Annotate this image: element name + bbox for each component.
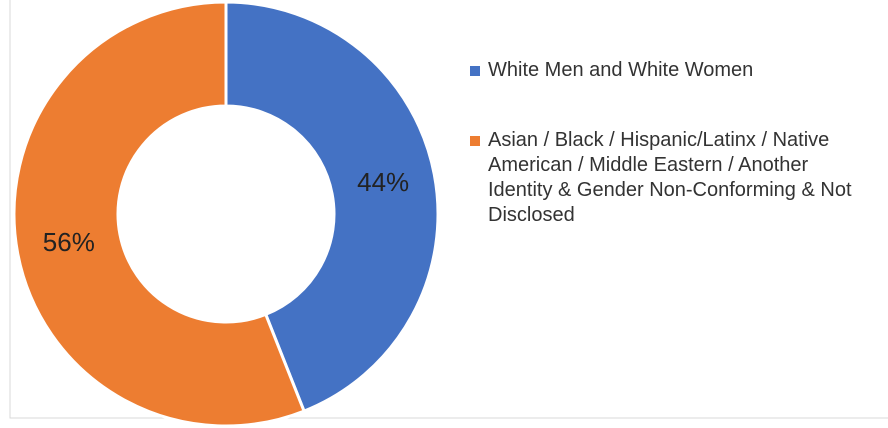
data-label: 56% [43,227,95,257]
legend-swatch [470,66,480,76]
data-label: 44% [357,167,409,197]
legend-label: Asian / Black / Hispanic/Latinx / Native… [488,129,852,226]
donut-slice [224,0,440,414]
donut-slice [12,0,306,428]
legend: White Men and White Women Asian / Black /… [470,58,860,273]
frame [9,0,888,419]
legend-label: White Men and White Women [488,59,754,81]
legend-item: White Men and White Women [470,58,860,83]
legend-swatch [470,136,480,146]
legend-item: Asian / Black / Hispanic/Latinx / Native… [470,128,860,228]
